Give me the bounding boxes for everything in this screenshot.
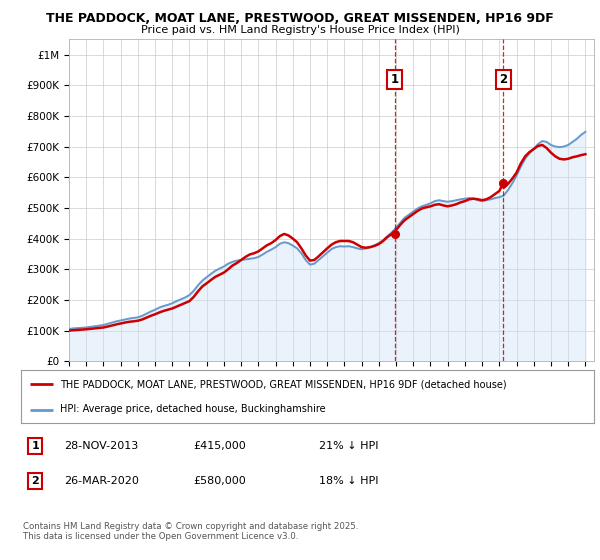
Text: Contains HM Land Registry data © Crown copyright and database right 2025.
This d: Contains HM Land Registry data © Crown c…	[23, 522, 358, 542]
Text: 2: 2	[31, 476, 39, 486]
Text: £415,000: £415,000	[193, 441, 245, 451]
Text: 18% ↓ HPI: 18% ↓ HPI	[319, 476, 379, 486]
Text: £580,000: £580,000	[193, 476, 245, 486]
Text: 1: 1	[31, 441, 39, 451]
Text: 21% ↓ HPI: 21% ↓ HPI	[319, 441, 379, 451]
Text: HPI: Average price, detached house, Buckinghamshire: HPI: Average price, detached house, Buck…	[60, 404, 326, 414]
Text: 28-NOV-2013: 28-NOV-2013	[64, 441, 138, 451]
Text: 26-MAR-2020: 26-MAR-2020	[64, 476, 139, 486]
Text: Price paid vs. HM Land Registry's House Price Index (HPI): Price paid vs. HM Land Registry's House …	[140, 25, 460, 35]
Text: THE PADDOCK, MOAT LANE, PRESTWOOD, GREAT MISSENDEN, HP16 9DF: THE PADDOCK, MOAT LANE, PRESTWOOD, GREAT…	[46, 12, 554, 25]
Text: THE PADDOCK, MOAT LANE, PRESTWOOD, GREAT MISSENDEN, HP16 9DF (detached house): THE PADDOCK, MOAT LANE, PRESTWOOD, GREAT…	[60, 380, 506, 390]
Text: 1: 1	[391, 73, 398, 86]
Text: 2: 2	[499, 73, 508, 86]
